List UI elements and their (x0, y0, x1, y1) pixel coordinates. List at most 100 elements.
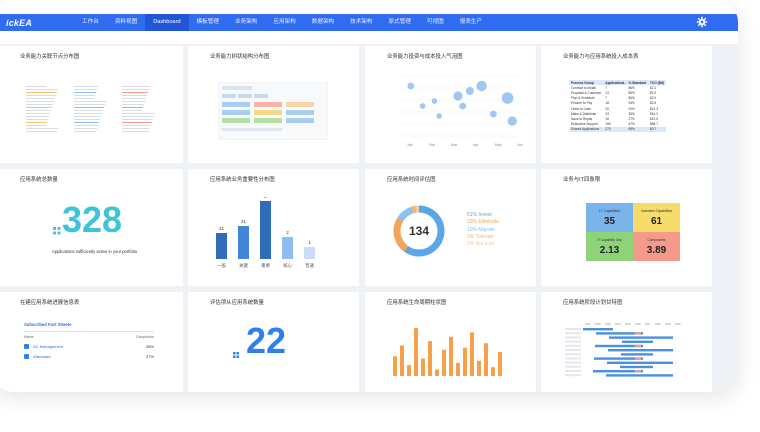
text-line (122, 107, 144, 108)
navbar: ickEA 工作台 资料视图 Dashboard 模板管理 业务架构 应用架构 数据架构 技术… (0, 14, 738, 31)
table-cell: 27% (628, 116, 635, 121)
nav-tab[interactable]: 数据架构 (311, 19, 335, 25)
table-cell: $14.3 (649, 106, 658, 111)
quadrant-cell: I.T. Capabilities 35 (586, 203, 633, 232)
text-line (74, 116, 102, 117)
text-line (26, 107, 53, 108)
year-label: 2017 (645, 323, 651, 326)
table-cell: Proposal & Customer (571, 90, 602, 95)
bubble-point (501, 92, 514, 104)
nav-tab[interactable]: 报表生产 (459, 19, 483, 25)
nav-tab[interactable]: 资料视图 (114, 19, 138, 25)
table-cell: $2.0 (649, 96, 657, 101)
column-header: % Standard (626, 80, 648, 86)
text-line (26, 92, 58, 93)
table-row[interactable]: AC Management 38% (24, 343, 154, 349)
nav-tab[interactable]: 应用架构 (273, 19, 296, 25)
bubble-point (453, 91, 463, 101)
gantt-bar (594, 357, 643, 360)
bar (238, 226, 249, 259)
card-cost-table[interactable]: 业务能力与应用系统投入成本表 Process Group Applications… (541, 46, 712, 163)
bar (216, 233, 227, 259)
document-thumbnail (26, 84, 166, 138)
table-row[interactable]: Aftersales 27% (24, 353, 154, 359)
bar-value-label: 3 (264, 197, 267, 199)
year-label: 2018 (655, 323, 661, 326)
table-cell: Contract to Install (571, 85, 596, 90)
text-line (122, 86, 151, 87)
quadrant-label: I.T. Capabilities (598, 208, 621, 213)
gantt-bar (607, 361, 673, 364)
nav-tab[interactable]: Dashboard (145, 14, 189, 31)
tick-label: Jun (517, 143, 523, 147)
legend-item: 20% Eliminate (467, 219, 499, 226)
text-line (74, 122, 100, 123)
bar (470, 332, 474, 376)
card-importance-bars[interactable]: 应用系统业务重要性分布图 21 一般 21 关键 3 重要 2 核心 1 普通 (188, 169, 359, 286)
table-row: Make & Distribute 43 35% $16.2 (569, 111, 666, 116)
donut-slice (393, 217, 409, 252)
nav-tab[interactable]: 原式管理 (388, 19, 411, 25)
kpi-value: 328 (62, 199, 123, 240)
kpi-value: 22 (246, 320, 287, 361)
text-line (74, 119, 101, 120)
card-capability-tree[interactable]: 业务能力树状结构分布图 (188, 46, 359, 163)
year-label: 2016 (635, 323, 641, 326)
table-cell: $12.5 (649, 116, 658, 121)
bar (304, 247, 315, 259)
donut-legend: 51% Invest 20% Eliminate 10% Migrate 2% Tol… (467, 211, 499, 248)
text-line (74, 98, 95, 99)
table-cell: 150 (605, 122, 611, 127)
card-quadrant[interactable]: 业务与IT四象限 I.T. Capabilities 35 Industries C… (541, 169, 712, 286)
nav-tab[interactable]: 模板管理 (196, 19, 219, 25)
text-line (122, 104, 145, 105)
nav-tabs: 工作台 资料视图 Dashboard 模板管理 业务架构 应用架构 数据架构 技术架构 原式管理… (74, 14, 490, 31)
text-line (122, 89, 150, 90)
gantt-bar (595, 344, 643, 348)
bar-value-label: 21 (241, 219, 247, 224)
card-capability-network[interactable]: 业务能力关联节点分布图 (0, 46, 183, 163)
text-line (122, 116, 154, 117)
card-app-total[interactable]: 应用系统总数量 328 Applications sufficiently ac… (0, 169, 183, 286)
category-label: 重要 (261, 262, 270, 269)
text-line (26, 95, 57, 96)
text-line (26, 119, 49, 120)
card-lifecycle-bars[interactable]: 应用系统生命周期柱状图 (365, 292, 536, 392)
bubble-point (431, 98, 438, 104)
category-label: 关键 (239, 262, 248, 269)
text-line (74, 92, 97, 93)
card-progress-table[interactable]: 在建应用系统进展信息表 Subscribed Fact Sheets Name … (0, 292, 183, 392)
bar (456, 362, 460, 376)
row-completion: 38% (145, 343, 154, 349)
donut-slice (411, 205, 417, 214)
text-line (74, 113, 103, 114)
text-line (122, 128, 150, 129)
nav-tab[interactable]: 业务架构 (234, 19, 258, 25)
card-gantt[interactable]: 应用系统阶段计划甘特图 2011 2012 2013 2014 2015 2016 2017… (541, 292, 712, 392)
nav-tab[interactable]: 可视图 (426, 19, 444, 25)
card-eval-count[interactable]: 评估项从应用系统数量 22 (188, 292, 359, 392)
table-cell: 67% (628, 122, 635, 127)
nav-tab[interactable]: 工作台 (82, 19, 99, 25)
row-name[interactable]: AC Management (33, 343, 64, 349)
app-logo[interactable]: ickEA (6, 17, 33, 28)
row-label (565, 374, 581, 377)
bubble-point (459, 102, 467, 110)
gantt-milestone (635, 332, 641, 335)
card-bubble-chart[interactable]: 业务能力投资与成本投入气泡图 Jan Feb Mar Apr May Jun (365, 46, 536, 163)
bar (491, 367, 495, 376)
nav-tab[interactable]: 技术架构 (350, 19, 373, 25)
gear-icon[interactable] (696, 16, 708, 28)
bar (421, 358, 425, 376)
table-cell: 86% (628, 85, 635, 90)
app-icon (24, 353, 29, 359)
column-header: TCO ($M) (647, 80, 667, 86)
year-label: 2014 (615, 323, 621, 326)
card-time-donut[interactable]: 应用系统时间评估图 134 51% Invest 20% Eliminate 10%… (365, 169, 536, 286)
bubble-point (436, 113, 442, 119)
text-line (74, 95, 96, 96)
bar (414, 328, 418, 376)
row-name[interactable]: Aftersales (33, 353, 51, 359)
bar (484, 343, 488, 376)
text-line (74, 125, 99, 126)
